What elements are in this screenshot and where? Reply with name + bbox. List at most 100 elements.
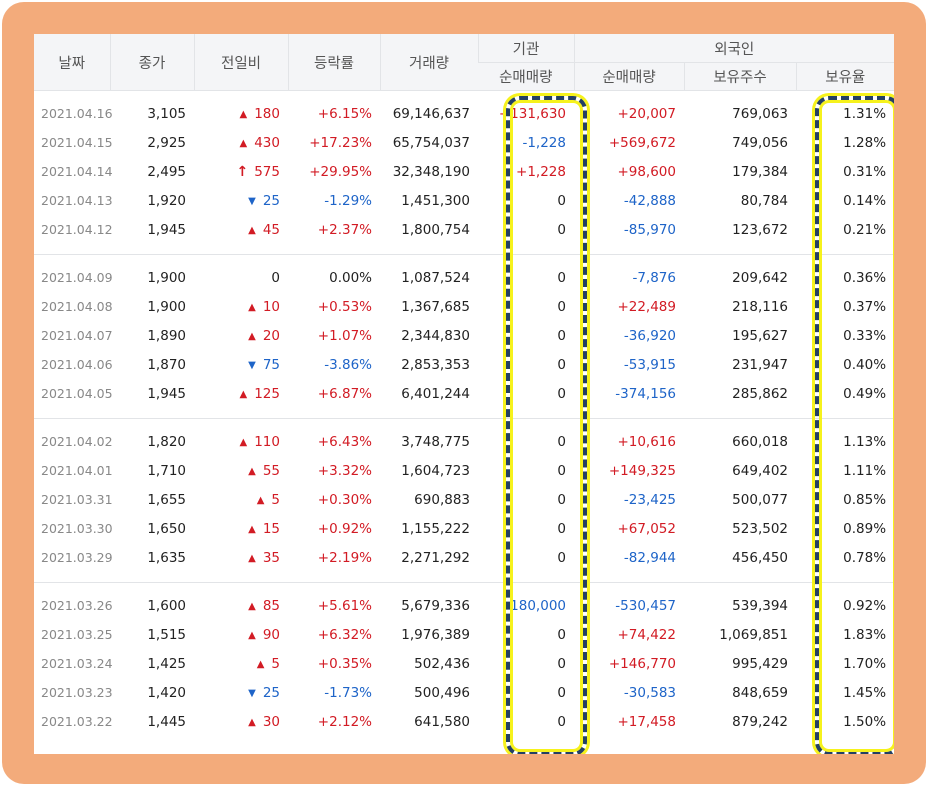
rate-cell: +2.12% [317, 713, 372, 730]
volume-cell: 1,155,222 [401, 520, 470, 537]
header-foreign-ratio: 보유율 [795, 62, 894, 91]
diff-value: 90 [262, 626, 280, 643]
volume-cell: 690,883 [414, 491, 470, 508]
table-row: 2021.04.09 1,900 0 0.00% 1,087,524 0 -7,876 209… [34, 263, 894, 292]
foreign-net-cell: -374,156 [615, 385, 676, 402]
diff-value: 430 [254, 134, 280, 151]
foreign-ratio-cell: 0.33% [843, 327, 887, 344]
volume-cell: 1,367,685 [401, 298, 470, 315]
header-institution: 기관 [477, 34, 574, 63]
volume-cell: 1,976,389 [401, 626, 470, 643]
table-row: 2021.04.12 1,945 ▲ 45 +2.37% 1,800,754 0 -85,97… [34, 215, 894, 244]
table-row: 2021.03.23 1,420 ▼ 25 -1.73% 500,496 0 -30,583 8… [34, 678, 894, 707]
table-row: 2021.03.25 1,515 ▲ 90 +6.32% 1,976,389 0 +74,42… [34, 620, 894, 649]
diff-cell: ▲ 110 [194, 427, 288, 456]
foreign-net-cell: -36,920 [623, 327, 676, 344]
close-cell: 1,650 [147, 520, 186, 537]
triangle-up-icon: ▲ [239, 436, 248, 448]
diff-cell: ▲ 5 [194, 485, 288, 514]
foreign-net-cell: +10,616 [617, 433, 676, 450]
daily-trading-table: 날짜 종가 전일비 등락률 거래량 기관 외국인 순매매량 순매매량 보유주수 … [34, 34, 894, 736]
volume-cell: 2,344,830 [401, 327, 470, 344]
foreign-net-cell: -7,876 [632, 269, 676, 286]
diff-cell: ▼ 25 [194, 186, 288, 215]
diff-cell: ▲ 125 [194, 379, 288, 408]
foreign-holding-cell: 209,642 [732, 269, 788, 286]
header-close: 종가 [109, 34, 194, 91]
foreign-net-cell: -85,970 [623, 221, 676, 238]
foreign-ratio-cell: 1.83% [843, 626, 887, 643]
rate-cell: +2.19% [317, 549, 372, 566]
foreign-holding-cell: 123,672 [732, 221, 788, 238]
foreign-ratio-cell: 0.89% [843, 520, 887, 537]
diff-cell: ▼ 75 [194, 350, 288, 379]
diff-cell: ▲ 180 [194, 99, 288, 128]
foreign-holding-cell: 195,627 [732, 327, 788, 344]
foreign-net-cell: +98,600 [617, 163, 676, 180]
triangle-up-icon: ▲ [239, 388, 248, 400]
foreign-holding-cell: 179,384 [732, 163, 788, 180]
table-row: 2021.04.01 1,710 ▲ 55 +3.32% 1,604,723 0 +149,3… [34, 456, 894, 485]
date-cell: 2021.04.06 [41, 357, 113, 372]
foreign-ratio-cell: 0.31% [843, 163, 887, 180]
diff-value: 575 [254, 163, 280, 180]
foreign-holding-cell: 500,077 [732, 491, 788, 508]
diff-value: 0 [271, 269, 280, 286]
rate-cell: +6.32% [317, 626, 372, 643]
close-cell: 1,425 [147, 655, 186, 672]
header-foreign: 외국인 [573, 34, 894, 63]
foreign-net-cell: -30,583 [623, 684, 676, 701]
triangle-up-icon: ▲ [248, 600, 256, 612]
triangle-up-icon: ▲ [239, 137, 248, 149]
foreign-net-cell: +146,770 [608, 655, 676, 672]
spacer-cell [34, 255, 894, 264]
spacer-cell [34, 91, 894, 100]
diff-value: 75 [262, 356, 280, 373]
rate-cell: +29.95% [309, 163, 372, 180]
diff-cell: ▲ 90 [194, 620, 288, 649]
volume-cell: 32,348,190 [392, 163, 470, 180]
foreign-holding-cell: 80,784 [740, 192, 788, 209]
date-cell: 2021.04.14 [41, 164, 113, 179]
date-cell: 2021.04.02 [41, 434, 113, 449]
institution-net-cell: 0 [557, 269, 566, 286]
foreign-ratio-cell: 1.50% [843, 713, 887, 730]
rate-cell: -1.29% [324, 192, 372, 209]
rate-cell: +0.53% [317, 298, 372, 315]
rate-cell: -1.73% [324, 684, 372, 701]
rate-cell: +6.43% [317, 433, 372, 450]
triangle-up-icon: ▲ [256, 494, 265, 506]
triangle-up-icon: ▲ [248, 716, 256, 728]
foreign-holding-cell: 231,947 [732, 356, 788, 373]
separator-cell [34, 244, 894, 255]
volume-cell: 3,748,775 [401, 433, 470, 450]
diff-value: 30 [262, 713, 280, 730]
diff-cell: ▲ 55 [194, 456, 288, 485]
table-row: 2021.04.05 1,945 ▲ 125 +6.87% 6,401,244 0 -374,… [34, 379, 894, 408]
close-cell: 3,105 [147, 105, 186, 122]
triangle-up-icon: ▲ [248, 523, 256, 535]
diff-cell: ▼ 25 [194, 678, 288, 707]
volume-cell: 2,853,353 [401, 356, 470, 373]
row-spacer [34, 255, 894, 264]
foreign-ratio-cell: 0.14% [843, 192, 887, 209]
foreign-ratio-cell: 1.28% [843, 134, 887, 151]
date-cell: 2021.03.30 [41, 521, 113, 536]
table-row: 2021.04.07 1,890 ▲ 20 +1.07% 2,344,830 0 -36,92… [34, 321, 894, 350]
foreign-ratio-cell: 0.21% [843, 221, 887, 238]
table-row: 2021.04.02 1,820 ▲ 110 +6.43% 3,748,775 0 +10,6… [34, 427, 894, 456]
foreign-net-cell: -82,944 [623, 549, 676, 566]
close-cell: 1,655 [147, 491, 186, 508]
foreign-holding-cell: 660,018 [732, 433, 788, 450]
triangle-up-icon: ▲ [248, 301, 256, 313]
institution-net-cell: 0 [557, 327, 566, 344]
table-body: 2021.04.16 3,105 ▲ 180 +6.15% 69,146,637 +131,… [34, 91, 894, 737]
volume-cell: 500,496 [414, 684, 470, 701]
close-cell: 1,635 [147, 549, 186, 566]
foreign-net-cell: +17,458 [617, 713, 676, 730]
table-row: 2021.04.16 3,105 ▲ 180 +6.15% 69,146,637 +131,… [34, 99, 894, 128]
date-cell: 2021.04.05 [41, 386, 113, 401]
date-cell: 2021.03.22 [41, 714, 113, 729]
foreign-holding-cell: 285,862 [732, 385, 788, 402]
foreign-ratio-cell: 0.85% [843, 491, 887, 508]
